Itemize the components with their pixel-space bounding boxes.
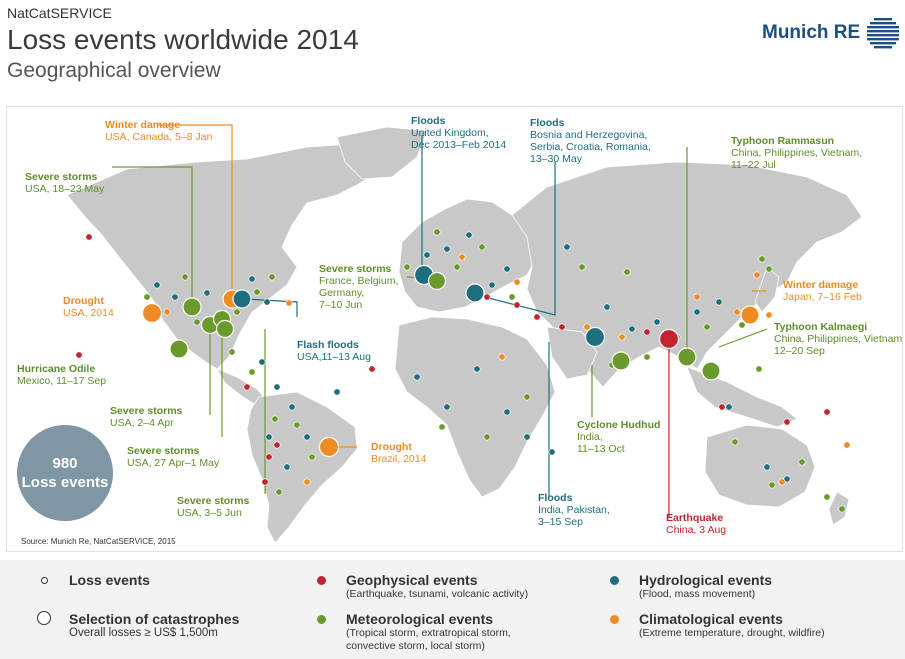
callout-severe-storms-usa-aprmay: Severe storms USA, 27 Apr–1 May — [127, 445, 220, 469]
cat-floods-india — [584, 326, 606, 348]
callout-typhoon-kalmaegi: Typhoon Kalmaegi China, Philippines, Viet… — [774, 321, 903, 357]
callout-winter-damage-japan: Winter damage Japan, 7–16 Feb — [783, 279, 862, 303]
south-america-shape — [246, 391, 358, 544]
loss-event-marker-icon — [41, 577, 48, 584]
munich-re-logo: Munich RE — [762, 17, 900, 49]
hydrological-dot-icon — [610, 576, 619, 585]
cat-floods-balkans — [465, 283, 485, 303]
cat-severe-storms-europe — [427, 271, 447, 291]
japan-shape — [754, 266, 780, 313]
arabia-shape — [546, 326, 598, 380]
world-map: Winter damage USA, Canada, 5–8 Jan Severe… — [6, 106, 903, 552]
counter-label: Loss events — [21, 474, 109, 491]
legend-geophysical: Geophysical events (Earthquake, tsunami,… — [346, 572, 529, 600]
page-subtitle: Geographical overview — [7, 59, 221, 82]
legend-meteorological: Meteorological events (Tropical storm, e… — [346, 611, 511, 652]
map-canvas — [66, 124, 863, 544]
callout-winter-damage-usa: Winter damage USA, Canada, 5–8 Jan — [105, 119, 213, 143]
page-title: Loss events worldwide 2014 — [7, 24, 359, 55]
cat-hurricane-odile — [169, 339, 189, 359]
callout-severe-storms-usa-apr: Severe storms USA, 2–4 Apr — [110, 405, 183, 429]
cat-earthquake-china — [658, 328, 680, 350]
logo-mark-icon — [867, 18, 900, 49]
callout-severe-storms-usa-may: Severe storms USA, 18–23 May — [25, 171, 105, 195]
callout-drought-brazil: Drought Brazil, 2014 — [371, 441, 427, 465]
report-kicker: NatCatSERVICE — [7, 5, 112, 21]
source-note: Source: Munich Re, NatCatSERVICE, 2015 — [21, 537, 176, 546]
legend-selection-catastrophes: Selection of catastrophes Overall losses… — [69, 611, 240, 639]
africa-shape — [394, 316, 556, 498]
callout-flash-floods-usa: Flash floods USA,11–13 Aug — [297, 339, 371, 363]
catastrophe-circles — [141, 264, 760, 458]
callout-hurricane-odile: Hurricane Odile Mexico, 11–17 Sep — [17, 363, 107, 387]
greenland-shape — [336, 126, 428, 180]
cat-typhoon-rammasun — [677, 347, 697, 367]
logo-text: Munich RE — [762, 22, 861, 43]
loss-events-counter: 980 Loss events — [17, 425, 113, 521]
catastrophe-marker-icon — [37, 611, 51, 625]
callout-floods-uk: Floods United Kingdom, Dec 2013–Feb 2014 — [411, 115, 507, 151]
geophysical-dot-icon — [317, 576, 326, 585]
legend-climatological: Climatological events (Extreme temperatu… — [639, 611, 825, 639]
cat-severe-storms-usa-jun — [215, 319, 235, 339]
climatological-dot-icon — [610, 615, 619, 624]
australia-shape — [704, 424, 816, 508]
callout-earthquake-china: Earthquake China, 3 Aug — [666, 512, 727, 536]
callout-drought-usa: Drought USA, 2014 — [63, 295, 114, 319]
cat-winter-damage-japan — [740, 305, 760, 325]
cat-cyclone-hudhud — [611, 351, 631, 371]
callout-floods-india: Floods India, Pakistan, 3–15 Sep — [538, 492, 610, 528]
counter-number: 980 — [52, 455, 78, 472]
legend-hydrological: Hydrological events (Flood, mass movemen… — [639, 572, 773, 600]
callout-cyclone-hudhud: Cyclone Hudhud India, 11–13 Oct — [577, 419, 661, 455]
cat-typhoon-kalmaegi — [701, 361, 721, 381]
cat-flash-floods-usa — [232, 289, 252, 309]
cat-drought-brazil — [318, 436, 340, 458]
meteorological-dot-icon — [317, 615, 326, 624]
callout-floods-balkans: Floods Bosnia and Herzegovina, Serbia, Cro… — [530, 117, 651, 165]
callout-severe-storms-europe: Severe storms France, Belgium, Germany, 7–1… — [319, 263, 399, 311]
callout-typhoon-rammasun: Typhoon Rammasun China, Philippines, Viet… — [731, 135, 863, 171]
cat-drought-usa — [141, 302, 163, 324]
callout-severe-storms-usa-jun: Severe storms USA, 3–5 Jun — [177, 495, 250, 519]
cat-severe-storms-usa-may — [182, 297, 202, 317]
legend-loss-events: Loss events — [69, 572, 150, 588]
legend: Loss events Selection of catastrophes Ov… — [0, 560, 905, 659]
